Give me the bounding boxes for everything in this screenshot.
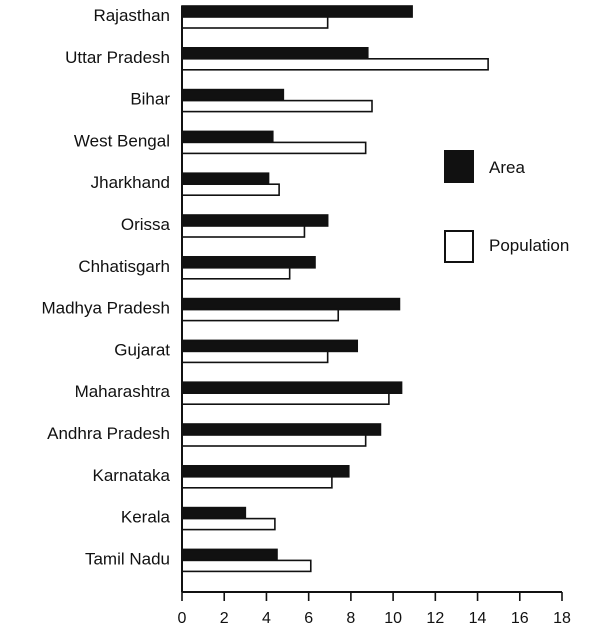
category-label: Kerala	[121, 508, 171, 527]
legend-label-area: Area	[489, 158, 525, 177]
bar-area	[181, 464, 350, 478]
category-label: Rajasthan	[93, 6, 170, 25]
legend-swatch-population	[444, 230, 474, 263]
bar-area	[181, 548, 278, 562]
category-label: Bihar	[130, 90, 170, 109]
bar-population	[181, 99, 373, 113]
bar-population	[181, 350, 329, 364]
x-tick-label: 4	[262, 610, 271, 627]
bar-population	[181, 183, 280, 196]
category-labels: Rajasthan Uttar Pradesh Bihar West Bengal Jh…	[41, 6, 170, 568]
bar-area	[181, 381, 403, 395]
x-tick-label: 0	[178, 610, 187, 627]
bar-population	[181, 475, 333, 489]
legend: Area Population	[444, 150, 569, 263]
bar-area	[181, 88, 285, 102]
category-label: West Bengal	[74, 131, 170, 150]
bar-area	[181, 46, 369, 60]
category-label: Tamil Nadu	[85, 549, 170, 568]
bar-population	[181, 559, 312, 573]
category-label: Chhatisgarh	[78, 257, 170, 276]
x-axis-ticks: 0 2 4 6 8 10 12 14 16 18	[178, 592, 571, 627]
bar-population	[181, 517, 276, 531]
bar-population	[181, 434, 367, 447]
bar-population	[181, 225, 306, 238]
category-label: Gujarat	[114, 340, 170, 359]
bar-area	[181, 506, 247, 520]
bar-area	[181, 297, 401, 311]
bar-population	[181, 266, 291, 280]
x-tick-label: 2	[220, 610, 229, 627]
x-tick-label: 6	[304, 610, 313, 627]
bars-layer	[181, 5, 489, 573]
category-label: Andhra Pradesh	[47, 424, 170, 443]
bar-area	[181, 130, 274, 144]
bar-area	[181, 255, 316, 269]
bar-population	[181, 16, 329, 29]
bar-population	[181, 57, 489, 71]
category-label: Orissa	[121, 215, 171, 234]
x-tick-label: 16	[511, 610, 529, 627]
category-label: Uttar Pradesh	[65, 48, 170, 67]
bar-population	[181, 308, 340, 322]
bar-area	[181, 339, 359, 353]
bar-area	[181, 172, 270, 185]
bar-population	[181, 141, 367, 155]
category-label: Jharkhand	[91, 173, 170, 192]
category-label: Maharashtra	[75, 382, 171, 401]
legend-label-population: Population	[489, 236, 569, 255]
category-label: Karnataka	[93, 466, 171, 485]
axes-layer	[181, 6, 562, 593]
legend-swatch-area	[444, 150, 474, 183]
bar-area	[181, 214, 329, 227]
category-label: Madhya Pradesh	[41, 299, 170, 318]
x-tick-label: 12	[426, 610, 444, 627]
x-tick-label: 8	[346, 610, 355, 627]
x-tick-label: 18	[553, 610, 571, 627]
bar-area	[181, 423, 382, 436]
bar-area	[181, 5, 413, 18]
x-tick-label: 14	[469, 610, 487, 627]
x-tick-label: 10	[384, 610, 402, 627]
bar-population	[181, 392, 390, 406]
